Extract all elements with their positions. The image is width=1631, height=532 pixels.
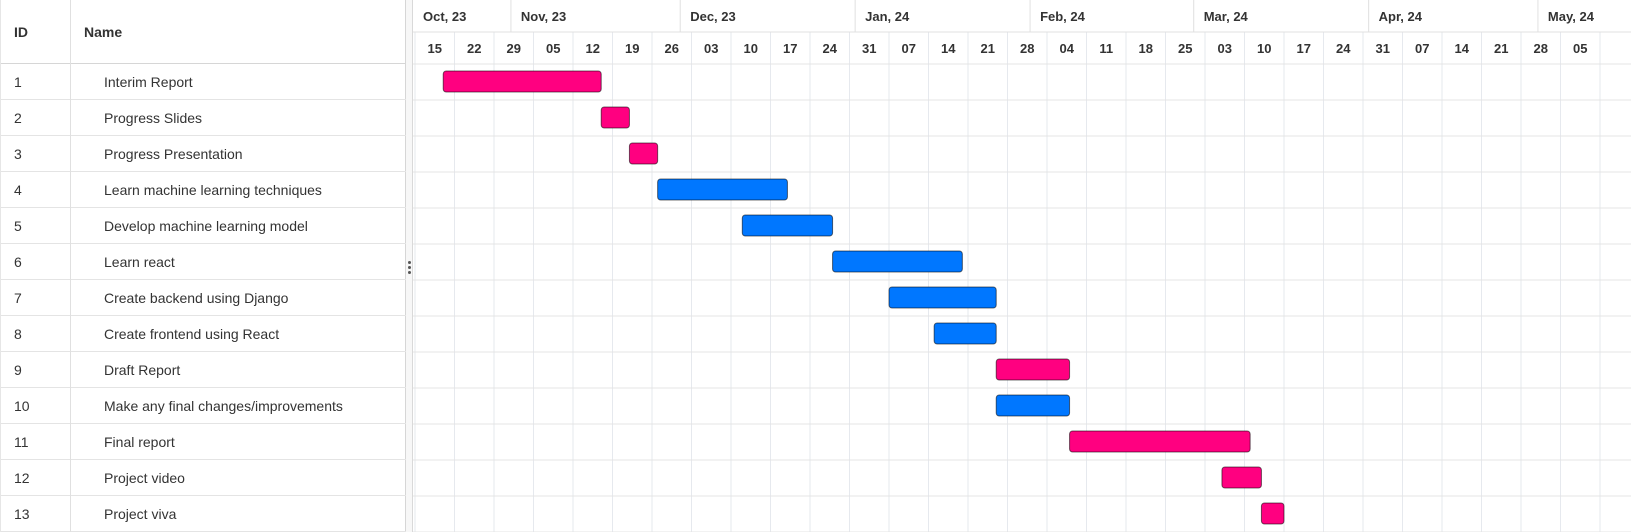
month-label: Oct, 23 <box>423 9 466 24</box>
task-name: Create backend using Django <box>104 290 289 306</box>
task-name: Project viva <box>104 506 177 522</box>
task-bar[interactable] <box>995 358 1071 381</box>
week-label: 19 <box>625 41 639 56</box>
week-label: 10 <box>1257 41 1271 56</box>
panel-resizer[interactable] <box>406 0 413 532</box>
gantt-chart: Oct, 23 Nov, 23 Dec, 23 Jan, 24 Feb, 24 Mar, … <box>413 0 1631 532</box>
task-bar[interactable] <box>1069 430 1251 453</box>
table-row[interactable]: 8 Create frontend using React <box>0 316 406 352</box>
gantt-timeline: Oct, 23 Nov, 23 Dec, 23 Jan, 24 Feb, 24 Mar, … <box>413 0 1631 532</box>
task-id: 12 <box>0 460 71 496</box>
grid-header: ID Name <box>0 0 406 64</box>
task-bar[interactable] <box>741 214 834 237</box>
task-bar[interactable] <box>995 394 1071 417</box>
task-bar[interactable] <box>1260 502 1285 525</box>
task-name: Make any final changes/improvements <box>104 398 343 414</box>
week-label: 10 <box>744 41 758 56</box>
month-label: Mar, 24 <box>1204 9 1249 24</box>
month-label: Dec, 23 <box>690 9 736 24</box>
table-row[interactable]: 9 Draft Report <box>0 352 406 388</box>
week-label: 25 <box>1178 41 1192 56</box>
month-label: Apr, 24 <box>1379 9 1423 24</box>
table-row[interactable]: 2 Progress Slides <box>0 100 406 136</box>
week-label: 11 <box>1099 41 1113 56</box>
task-name: Learn react <box>104 254 175 270</box>
week-label: 29 <box>507 41 521 56</box>
week-label: 04 <box>1060 41 1075 56</box>
task-bar[interactable] <box>933 322 997 345</box>
week-label: 12 <box>586 41 600 56</box>
task-name: Learn machine learning techniques <box>104 182 322 198</box>
week-label: 17 <box>1297 41 1311 56</box>
task-name: Progress Slides <box>104 110 203 126</box>
week-label: 31 <box>862 41 876 56</box>
week-label: 05 <box>546 41 560 56</box>
task-id: 11 <box>0 424 71 460</box>
week-label: 07 <box>902 41 916 56</box>
task-bar[interactable] <box>657 178 788 201</box>
task-name: Interim Report <box>104 74 193 90</box>
week-label: 18 <box>1139 41 1153 56</box>
task-name: Draft Report <box>104 362 181 378</box>
table-row[interactable]: 5 Develop machine learning model <box>0 208 406 244</box>
task-id: 4 <box>0 172 71 208</box>
month-label: Jan, 24 <box>865 9 910 24</box>
name-column-header[interactable]: Name <box>84 24 123 40</box>
task-id: 10 <box>0 388 71 424</box>
table-row[interactable]: 7 Create backend using Django <box>0 280 406 316</box>
table-row[interactable]: 4 Learn machine learning techniques <box>0 172 406 208</box>
week-label: 28 <box>1534 41 1548 56</box>
task-id: 13 <box>0 496 71 532</box>
week-label: 21 <box>1494 41 1508 56</box>
task-bar[interactable] <box>600 106 630 129</box>
id-column-header[interactable]: ID <box>0 0 71 64</box>
task-id: 3 <box>0 136 71 172</box>
task-id: 1 <box>0 64 71 100</box>
table-row[interactable]: 6 Learn react <box>0 244 406 280</box>
week-label: 24 <box>1336 41 1351 56</box>
task-id: 5 <box>0 208 71 244</box>
task-name: Develop machine learning model <box>104 218 308 234</box>
task-id: 7 <box>0 280 71 316</box>
task-bar[interactable] <box>442 70 602 93</box>
task-id: 2 <box>0 100 71 136</box>
task-name: Create frontend using React <box>104 326 280 342</box>
week-label: 14 <box>1455 41 1470 56</box>
week-label: 05 <box>1573 41 1587 56</box>
task-id: 9 <box>0 352 71 388</box>
task-grid: ID Name 1 Interim Report 2 Progress Slides 3… <box>0 0 406 532</box>
week-label: 17 <box>783 41 797 56</box>
task-id: 6 <box>0 244 71 280</box>
week-label: 31 <box>1376 41 1390 56</box>
task-id: 8 <box>0 316 71 352</box>
task-bar[interactable] <box>1221 466 1262 489</box>
month-label: Nov, 23 <box>521 9 566 24</box>
table-row[interactable]: 10 Make any final changes/improvements <box>0 388 406 424</box>
task-name: Progress Presentation <box>104 146 243 162</box>
month-label: Feb, 24 <box>1040 9 1086 24</box>
table-row[interactable]: 11 Final report <box>0 424 406 460</box>
week-label: 15 <box>428 41 442 56</box>
week-label: 22 <box>467 41 481 56</box>
month-label: May, 24 <box>1548 9 1595 24</box>
week-label: 07 <box>1415 41 1429 56</box>
week-label: 03 <box>1218 41 1232 56</box>
table-row[interactable]: 3 Progress Presentation <box>0 136 406 172</box>
table-row[interactable]: 13 Project viva <box>0 496 406 532</box>
week-label: 26 <box>665 41 679 56</box>
table-row[interactable]: 1 Interim Report <box>0 64 406 100</box>
task-bar[interactable] <box>888 286 997 309</box>
task-bar[interactable] <box>832 250 963 273</box>
week-label: 21 <box>981 41 995 56</box>
week-label: 03 <box>704 41 718 56</box>
week-label: 28 <box>1020 41 1034 56</box>
task-bar[interactable] <box>628 142 659 165</box>
week-label: 24 <box>823 41 838 56</box>
drag-handle-icon[interactable] <box>408 261 411 274</box>
task-name: Final report <box>104 434 175 450</box>
table-row[interactable]: 12 Project video <box>0 460 406 496</box>
task-name: Project video <box>104 470 185 486</box>
week-label: 14 <box>941 41 956 56</box>
